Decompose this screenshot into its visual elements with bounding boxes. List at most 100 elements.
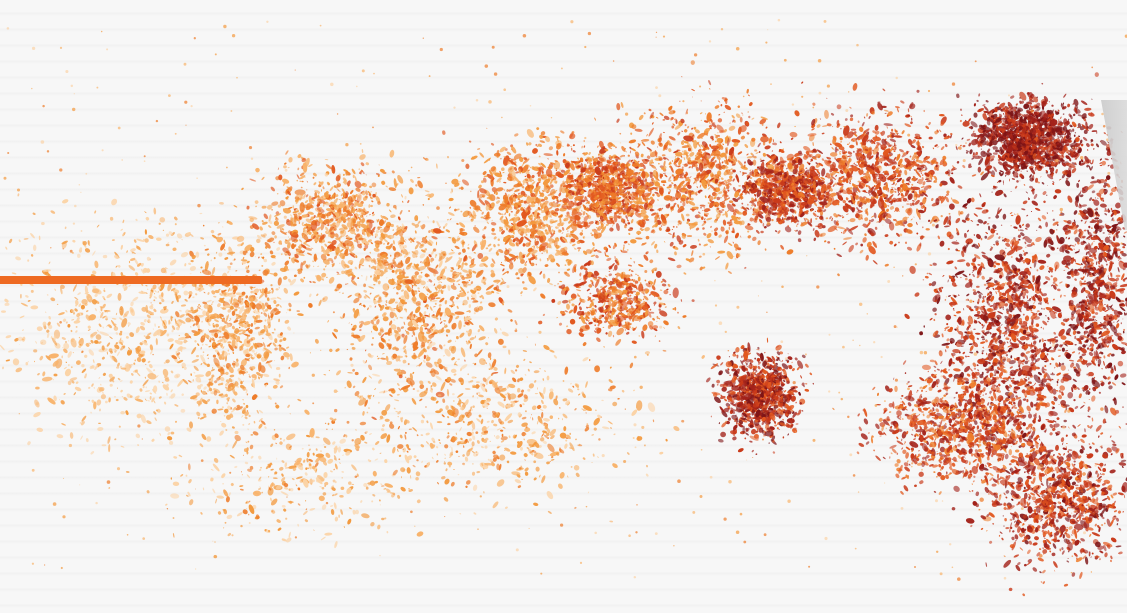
speckle-1849 bbox=[345, 283, 347, 285]
speckle-416 bbox=[91, 299, 97, 305]
speckle-267 bbox=[184, 366, 187, 370]
speckle-667 bbox=[142, 386, 145, 389]
speckle-4511 bbox=[613, 213, 618, 223]
speckle-1745 bbox=[292, 205, 295, 209]
speckle-1247 bbox=[247, 428, 249, 431]
speckle-85 bbox=[92, 285, 97, 289]
speckle-2463 bbox=[467, 247, 470, 250]
speckle-1026 bbox=[289, 353, 293, 362]
speckle-1121 bbox=[245, 441, 248, 444]
speckle-4332 bbox=[588, 221, 594, 225]
speckle-215 bbox=[98, 341, 102, 344]
speckle-2246 bbox=[351, 323, 353, 326]
speckle-3649 bbox=[497, 238, 500, 241]
speckle-2535 bbox=[434, 302, 437, 305]
speckle-3510 bbox=[561, 231, 564, 235]
speckle-720 bbox=[246, 393, 249, 396]
speckle-4750 bbox=[576, 293, 579, 296]
speckle-3736 bbox=[514, 189, 520, 193]
speckle-452 bbox=[63, 393, 66, 395]
speckle-423 bbox=[98, 387, 105, 392]
speckle-3422 bbox=[458, 252, 462, 255]
speckle-307 bbox=[160, 267, 167, 274]
speckle-494 bbox=[207, 322, 211, 327]
speckle-928 bbox=[229, 317, 232, 320]
speckle-1328 bbox=[249, 286, 253, 290]
speckle-2911 bbox=[412, 427, 418, 432]
speckle-2588 bbox=[417, 177, 421, 179]
speckle-544 bbox=[116, 351, 120, 356]
speckle-377 bbox=[65, 361, 67, 363]
speckle-640 bbox=[86, 294, 89, 296]
speckle-87 bbox=[14, 338, 19, 342]
speckle-2224 bbox=[473, 226, 480, 233]
speckle-1068 bbox=[206, 337, 210, 340]
speckle-4461 bbox=[626, 219, 629, 222]
speckle-838 bbox=[244, 411, 249, 417]
speckle-2280 bbox=[358, 237, 364, 241]
speckle-2637 bbox=[371, 447, 375, 451]
speckle-4404 bbox=[652, 193, 655, 197]
speckle-2783 bbox=[426, 293, 429, 295]
speckle-2039 bbox=[360, 162, 365, 167]
speckle-1334 bbox=[289, 413, 292, 415]
speckle-153 bbox=[80, 229, 83, 233]
speckle-1750 bbox=[370, 242, 374, 245]
speckle-2846 bbox=[405, 329, 407, 333]
speckle-562 bbox=[146, 310, 154, 316]
speckle-4731 bbox=[655, 270, 662, 278]
speckle-901 bbox=[185, 309, 190, 314]
speckle-2791 bbox=[490, 263, 495, 268]
speckle-736 bbox=[270, 297, 277, 300]
speckle-198 bbox=[23, 237, 29, 240]
speckle-1180 bbox=[273, 328, 276, 331]
speckle-1855 bbox=[370, 275, 372, 278]
speckle-1096 bbox=[243, 309, 250, 314]
speckle-341 bbox=[137, 444, 140, 446]
speckle-2640 bbox=[411, 398, 417, 405]
speckle-648 bbox=[190, 373, 193, 376]
speckle-4734 bbox=[556, 317, 559, 319]
speckle-197 bbox=[78, 249, 83, 253]
speckle-589 bbox=[154, 417, 157, 422]
speckle-968 bbox=[228, 265, 232, 269]
speckle-2493 bbox=[366, 307, 370, 311]
speckle-709 bbox=[275, 380, 280, 385]
speckle-1348 bbox=[270, 284, 273, 287]
speckle-698 bbox=[195, 354, 200, 358]
speckle-2289 bbox=[436, 163, 438, 169]
speckle-366 bbox=[94, 293, 98, 297]
speckle-1548 bbox=[339, 262, 341, 265]
speckle-761 bbox=[290, 214, 293, 217]
speckle-1715 bbox=[316, 293, 319, 297]
speckle-631 bbox=[60, 286, 63, 295]
speckle-152 bbox=[143, 335, 146, 337]
speckle-1074 bbox=[284, 319, 290, 324]
speckle-673 bbox=[106, 351, 108, 355]
speckle-932 bbox=[193, 371, 196, 374]
speckle-315 bbox=[136, 238, 145, 242]
speckle-235 bbox=[47, 397, 56, 405]
speckle-3723 bbox=[571, 243, 576, 247]
speckle-620 bbox=[88, 399, 90, 402]
speckle-1903 bbox=[312, 176, 315, 179]
speckle-907 bbox=[248, 373, 250, 375]
speckle-4468 bbox=[587, 162, 589, 164]
speckle-498 bbox=[94, 364, 99, 371]
speckle-3746 bbox=[622, 245, 625, 251]
speckle-1811 bbox=[313, 172, 317, 177]
speckle-3278 bbox=[477, 148, 481, 150]
speckle-257 bbox=[102, 303, 106, 309]
speckle-726 bbox=[225, 389, 228, 391]
speckle-166 bbox=[46, 294, 49, 296]
speckle-3526 bbox=[535, 263, 538, 266]
speckle-2630 bbox=[427, 197, 430, 201]
speckle-174 bbox=[125, 471, 130, 473]
speckle-2902 bbox=[346, 283, 349, 285]
speckle-3366 bbox=[525, 260, 528, 264]
speckle-776 bbox=[225, 314, 229, 323]
speckle-860 bbox=[199, 443, 204, 448]
speckle-556 bbox=[155, 338, 158, 346]
speckle-238 bbox=[175, 350, 180, 353]
speckle-799 bbox=[203, 413, 207, 418]
